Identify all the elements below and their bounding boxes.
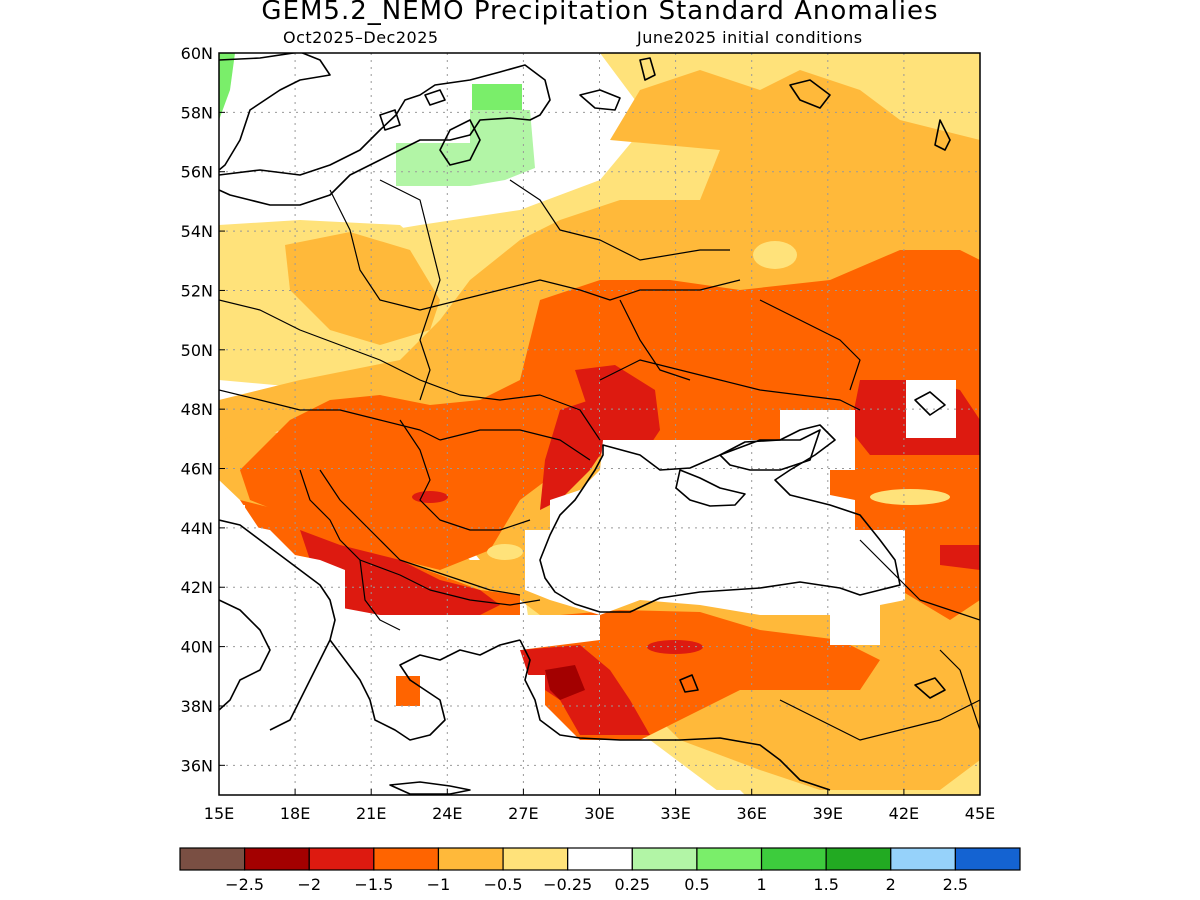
sevan: [914, 391, 946, 416]
lake-van: [914, 677, 946, 699]
colorbar-label: 2.5: [943, 875, 968, 894]
lon-tick-label: 18E: [280, 804, 310, 823]
ladoga: [579, 89, 621, 111]
mask-aegean: [300, 600, 600, 770]
colorbar-swatch: [437, 847, 504, 871]
colorbar-label: 0.25: [614, 875, 650, 894]
lat-tick-label: 48N: [181, 400, 213, 419]
azov-sea: [719, 429, 821, 471]
lat-tick-label: 50N: [181, 341, 213, 360]
colorbar-swatch: [308, 847, 375, 871]
colorbar-swatch: [825, 847, 892, 871]
caspian-edge: [934, 119, 951, 151]
colorbar-swatch: [502, 847, 569, 871]
field-yellow-east-spot: [870, 489, 950, 505]
mask-adriatic: [219, 505, 345, 640]
finland-coast: [219, 53, 331, 171]
gulf-riga: [439, 119, 481, 166]
country-borders: [219, 179, 980, 741]
colorbar-label: −1: [427, 875, 451, 894]
initial-conditions: June2025 initial conditions: [637, 28, 863, 47]
field-green-baltic-core: [472, 84, 522, 110]
saaremaa: [424, 89, 446, 106]
black-sea-coast: [539, 424, 901, 613]
lat-tick-label: 54N: [181, 222, 213, 241]
lon-tick-label: 39E: [813, 804, 843, 823]
field-green-baltic: [396, 110, 535, 186]
onega: [639, 57, 656, 81]
coastlines-borders: [219, 53, 951, 795]
lon-tick-label: 15E: [204, 804, 234, 823]
field-red-black-sea-ne: [940, 545, 980, 570]
colorbar-swatch: [696, 847, 763, 871]
colorbar-swatch: [954, 847, 1021, 871]
colorbar-label: 0.5: [684, 875, 709, 894]
lon-tick-label: 45E: [965, 804, 995, 823]
crete: [389, 781, 471, 795]
field-red-moldova: [540, 400, 610, 510]
lat-tick-label: 58N: [181, 103, 213, 122]
turkey-lake-tuz: [679, 674, 699, 693]
gotland: [379, 109, 401, 131]
field-orange-greece: [396, 676, 420, 706]
lat-tick-label: 42N: [181, 578, 213, 597]
colorbar-label: 1: [756, 875, 766, 894]
forecast-period: Oct2025–Dec2025: [283, 28, 439, 47]
adriatic-coast: [219, 519, 336, 731]
field-red-serbia-spot: [412, 491, 448, 503]
lon-tick-label: 24E: [432, 804, 462, 823]
greece-coast: [329, 639, 521, 741]
colorbar-label: −2.5: [225, 875, 264, 894]
colorbar-swatch: [373, 847, 440, 871]
lon-tick-label: 27E: [508, 804, 538, 823]
chart-title: GEM5.2_NEMO Precipitation Standard Anoma…: [261, 0, 939, 26]
crimea: [675, 469, 746, 507]
field-darkred-turkey: [545, 665, 585, 700]
field-yellow-russia-spot: [753, 241, 797, 269]
colorbar-label: −2: [297, 875, 321, 894]
colorbar-label: 1.5: [813, 875, 838, 894]
lat-tick-label: 56N: [181, 163, 213, 182]
colorbar-label: −1.5: [354, 875, 393, 894]
colorbar-label: −0.25: [543, 875, 592, 894]
rybinsk: [789, 79, 831, 109]
lat-tick-label: 36N: [181, 756, 213, 775]
longitude-labels: 15E 18E 21E 24E 27E 30E 33E 36E 39E 42E 45E: [204, 789, 995, 823]
lat-tick-label: 46N: [181, 460, 213, 479]
lon-tick-label: 21E: [356, 804, 386, 823]
lat-tick-label: 40N: [181, 638, 213, 657]
colorbar-label: 2: [886, 875, 896, 894]
colorbar-swatch: [244, 847, 310, 871]
lat-tick-label: 52N: [181, 281, 213, 300]
field-lightorange-west: [285, 232, 440, 345]
anomaly-fields: [219, 53, 980, 795]
lat-tick-label: 60N: [181, 44, 213, 63]
lon-tick-label: 33E: [660, 804, 690, 823]
colorbar-label: −0.5: [484, 875, 523, 894]
turkey-west-coast: [519, 639, 831, 791]
colorbar-swatch: [631, 847, 698, 871]
lon-tick-label: 30E: [584, 804, 614, 823]
latitude-labels: 60N 58N 56N 54N 52N 50N 48N 46N 44N 42N 40N 38N 36N: [181, 44, 225, 775]
baltic-coast: [219, 64, 551, 206]
field-yellow-romania-spot: [487, 544, 523, 560]
lat-tick-label: 44N: [181, 519, 213, 538]
mask-mediterranean: [219, 690, 745, 795]
lat-tick-label: 38N: [181, 697, 213, 716]
colorbar-labels: −2.5 −2 −1.5 −1 −0.5 −0.25 0.25 0.5 1 1.5 2 2.5: [225, 875, 968, 894]
gridlines: [219, 53, 980, 795]
italy-heel: [219, 599, 271, 711]
field-green-northwest: [219, 53, 235, 120]
colorbar-swatch: [567, 847, 633, 871]
colorbar-swatch: [179, 847, 246, 871]
lon-tick-label: 42E: [889, 804, 919, 823]
colorbar: [179, 847, 1021, 871]
colorbar-swatch: [890, 847, 956, 871]
colorbar-swatch: [760, 847, 827, 871]
lon-tick-label: 36E: [736, 804, 766, 823]
